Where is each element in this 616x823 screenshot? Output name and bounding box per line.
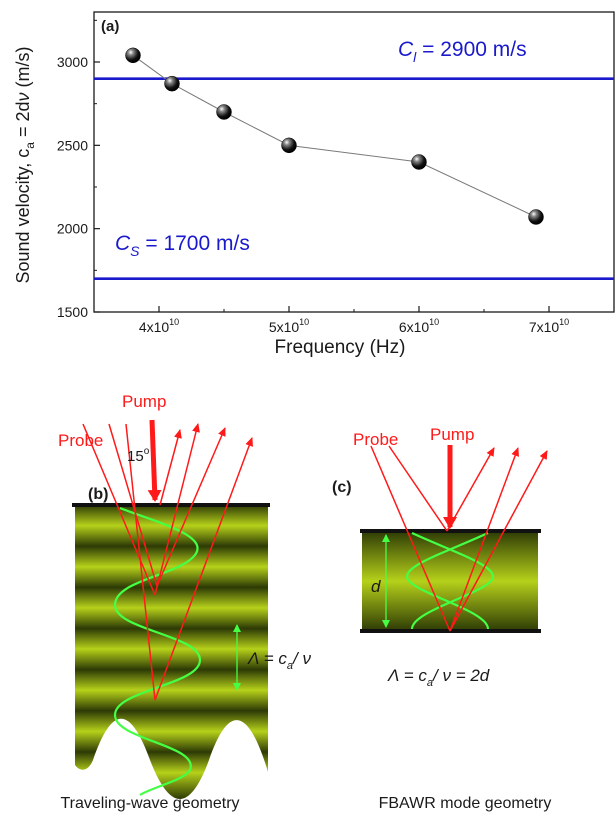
- probe-beam-3: [125, 423, 156, 701]
- reflected-beam-4: [159, 429, 182, 506]
- reference-lines: [94, 77, 614, 280]
- panel-label-b: (b): [88, 486, 108, 503]
- reference-text-cs: = 1700 m/s: [140, 232, 250, 255]
- x-tick-base-3: 7x10: [529, 319, 560, 335]
- pump-label-b: Pump: [122, 392, 166, 411]
- y-tick-label-3: 3000: [57, 54, 88, 70]
- y-tick-label-2: 2500: [57, 137, 88, 153]
- probe-label-c: Probe: [353, 430, 398, 449]
- reflected-beam-c-2: [446, 447, 495, 532]
- y-axis-label-sub: a: [23, 142, 37, 149]
- series-line-0: [132, 54, 537, 218]
- lambda-symbol-c: Λ = c: [387, 666, 427, 685]
- data-point-2: [216, 104, 232, 120]
- standing-wave-2: [406, 531, 490, 630]
- probe-beam-c-2: [388, 445, 448, 532]
- lambda-sub-b: a: [287, 660, 293, 672]
- x-tick-label-2: 6x1010: [399, 317, 439, 335]
- reflected-beam-2: [156, 427, 226, 587]
- lambda-label-c: Λ = ca/ ν = 2d: [387, 666, 490, 689]
- diagram-panel-b: (b) Probe Pump 15o Λ = ca/ ν Traveling-w…: [58, 392, 311, 812]
- y-axis-label-nu: ν: [13, 93, 33, 102]
- x-tick-label-3: 7x1010: [529, 317, 569, 335]
- caption-c: FBAWR mode geometry: [379, 795, 552, 812]
- y-axis-label-tail: = 2d: [13, 102, 33, 143]
- data-series: [125, 47, 544, 225]
- x-tick-exp-2: 10: [429, 317, 439, 327]
- y-tick-label-1: 2000: [57, 221, 88, 237]
- x-tick-base-2: 6x10: [399, 319, 430, 335]
- data-point-5: [528, 209, 544, 225]
- panel-label-c: (c): [332, 479, 352, 496]
- reflected-beam-1: [154, 423, 200, 596]
- caption-b: Traveling-wave geometry: [60, 795, 239, 812]
- probe-label-b: Probe: [58, 431, 103, 450]
- angle-value: 15: [127, 448, 144, 465]
- pump-beam-b: [147, 419, 162, 502]
- reflected-beam-c-3: [449, 450, 548, 632]
- x-tick-label-0: 4x1010: [139, 317, 179, 335]
- x-tick-exp-0: 10: [169, 317, 179, 327]
- probe-beam-c-1: [370, 445, 451, 632]
- plot-frame: [93, 11, 615, 313]
- pump-label-c: Pump: [430, 425, 474, 444]
- probe-beam-1: [82, 423, 156, 596]
- angle-unit: o: [144, 446, 150, 457]
- reflected-beam-c-1: [449, 447, 519, 632]
- lambda-label-b: Λ = ca/ ν: [247, 649, 311, 672]
- reference-text-cl: = 2900 m/s: [416, 38, 526, 61]
- x-tick-label-1: 5x1010: [269, 317, 309, 335]
- y-axis-label: Sound velocity, ca = 2dν (m/s): [13, 47, 37, 284]
- lambda-sub-c: a: [427, 677, 433, 689]
- x-axis-label: Frequency (Hz): [275, 337, 406, 358]
- panel-label-a: (a): [101, 18, 119, 35]
- probe-beam-2: [108, 423, 158, 587]
- y-tick-label-0: 1500: [57, 304, 88, 320]
- x-tick-exp-1: 10: [299, 317, 309, 327]
- reference-label-cs: CS = 1700 m/s: [115, 232, 250, 259]
- lambda-tail-b: / ν: [292, 649, 311, 668]
- d-label: d: [371, 577, 381, 596]
- y-axis-label-unit: (m/s): [13, 47, 33, 93]
- reference-symbol-cl: C: [398, 38, 414, 61]
- data-point-3: [281, 137, 297, 154]
- diagram-panel-c: (c) Probe Pump d Λ = ca/ ν = 2d FBAWR mo…: [332, 425, 551, 812]
- traveling-wave: [113, 506, 202, 796]
- x-tick-base-1: 5x10: [269, 319, 300, 335]
- reference-sub-cs: S: [130, 243, 140, 259]
- standing-wave-1: [410, 531, 494, 630]
- reflected-beam-3: [154, 437, 253, 701]
- slab-c: [362, 531, 538, 631]
- data-point-4: [411, 154, 427, 170]
- data-point-0: [125, 47, 141, 64]
- data-point-1: [164, 75, 180, 92]
- reference-sub-cl: l: [413, 49, 417, 65]
- reference-label-cl: Cl = 2900 m/s: [398, 38, 527, 65]
- x-tick-base-0: 4x10: [139, 319, 170, 335]
- x-tick-exp-3: 10: [559, 317, 569, 327]
- lambda-tail-c: / ν = 2d: [432, 666, 490, 685]
- lambda-symbol-b: Λ = c: [247, 649, 287, 668]
- angle-label-b: 15o: [127, 446, 150, 465]
- reference-symbol-cs: C: [115, 232, 131, 255]
- y-axis-label-main: Sound velocity, c: [13, 149, 33, 284]
- slab-b: [75, 505, 268, 799]
